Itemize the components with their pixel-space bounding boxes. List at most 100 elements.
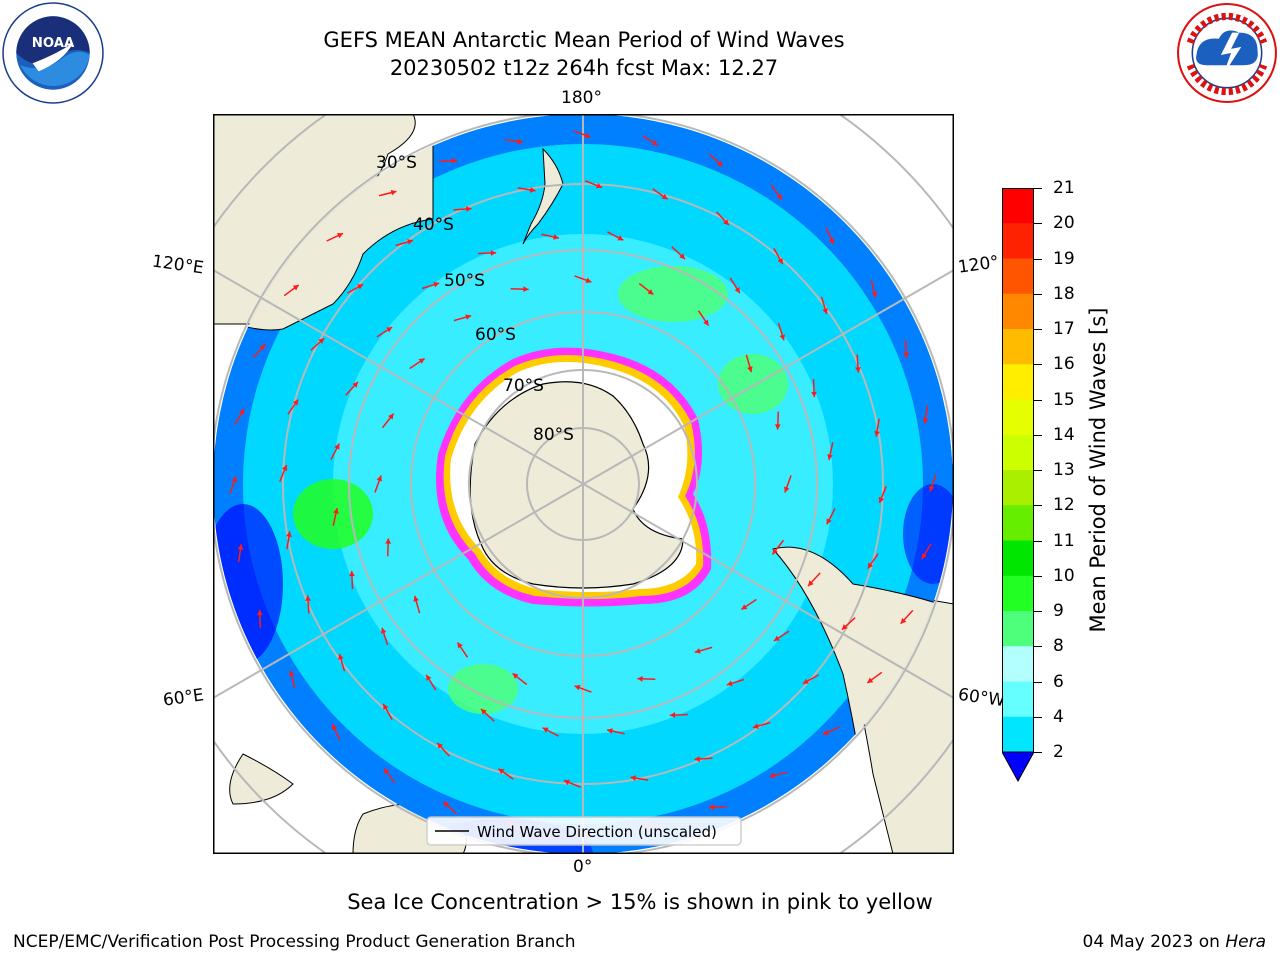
colorbar-band [1002, 681, 1034, 718]
wave-arrow-head [779, 334, 786, 341]
colorbar-band [1002, 646, 1034, 682]
wave-arrow-head [383, 703, 389, 710]
colorbar-tick-label: 17 [1053, 319, 1075, 339]
wave-arrow-head [867, 562, 874, 569]
wave-arrow-head [900, 617, 907, 624]
nws-logo [1177, 3, 1277, 103]
wave-arrow-head [703, 319, 709, 326]
wave-arrow-head [333, 508, 339, 514]
colorbar-tick-label: 4 [1053, 706, 1064, 727]
wave-arrow-head [773, 635, 780, 641]
lat-label-40s: 40°S [413, 215, 454, 235]
colorbar-tick [1034, 188, 1042, 189]
lat-label-80s: 80°S [533, 425, 574, 445]
wave-arrow-head [292, 399, 299, 406]
colorbar-tick-label: 19 [1053, 248, 1075, 269]
wave-arrow-head [376, 475, 382, 482]
wave-arrow-head [585, 277, 592, 283]
wave-arrow-head [490, 250, 497, 256]
lat-label-50s: 50°S [444, 271, 485, 291]
colorbar-tick-label: 6 [1053, 671, 1064, 692]
wave-arrow-head [418, 358, 425, 364]
colorbar-border [1002, 188, 1034, 753]
colorbar-tick-label: 8 [1053, 636, 1064, 657]
colorbar-tick [1034, 681, 1042, 683]
wave-arrow-head [661, 193, 668, 200]
colorbar-tick-label: 10 [1053, 565, 1075, 586]
wave-arrow-head [437, 742, 443, 749]
colorbar-band [1002, 540, 1034, 577]
wave-arrow-head [288, 670, 295, 677]
wave-arrow-head [903, 352, 910, 359]
colorbar-tick [1034, 434, 1042, 436]
colorbar-tick-label: 12 [1053, 495, 1075, 516]
colorbar-tick [1034, 752, 1042, 753]
colorbar-tick-label: 18 [1053, 283, 1075, 304]
wave-arrow-head [777, 258, 783, 265]
wave-arrow-head [679, 253, 686, 260]
wave-arrow-head [669, 712, 676, 718]
lon-label-120e: 120°E [150, 251, 205, 279]
colorbar-tick-label: 20 [1053, 213, 1075, 234]
colorbar-tick-label: 11 [1053, 530, 1075, 551]
wave-arrow-head [708, 804, 715, 811]
lon-label-120w: 120° [956, 252, 1001, 278]
colorbar-tick [1034, 611, 1042, 612]
wave-arrow-head [855, 367, 861, 373]
wave-arrow-head [827, 454, 833, 460]
colorbar-tick-label: 13 [1053, 460, 1075, 480]
wave-arrow-head [292, 285, 299, 291]
lat-label-60s: 60°S [475, 325, 516, 345]
wave-arrow-head [596, 182, 603, 189]
colorbar-tick-label: 9 [1053, 601, 1064, 621]
wave-arrow-head [574, 685, 581, 691]
colorbar-band [1002, 434, 1034, 471]
wave-arrow-head [385, 538, 392, 544]
colorbar-band [1002, 470, 1034, 506]
wave-arrow-head [553, 234, 559, 240]
chart-subtitle: 20230502 t12z 264h fcst Max: 12.27 [389, 56, 779, 80]
wave-arrow-head [239, 408, 245, 415]
colorbar-band [1002, 399, 1034, 436]
wave-arrow-head [694, 756, 700, 762]
wave-arrow-head [734, 287, 740, 294]
wave-arrow-head [331, 724, 338, 730]
wave-arrow-head [694, 648, 701, 654]
lon-label-60e: 60°E [161, 685, 206, 711]
wave-arrow-head [433, 281, 440, 288]
wave-arrow-head [741, 604, 748, 610]
wave-arrow-head [466, 206, 472, 212]
wave-arrow-head [822, 308, 828, 315]
colorbar-tick-label: 14 [1053, 424, 1075, 445]
colorbar-tick [1034, 505, 1042, 507]
colorbar-band [1002, 223, 1034, 259]
wave-patch [293, 479, 373, 549]
colorbar-tick [1034, 646, 1042, 648]
wave-arrow-head [752, 723, 759, 729]
lon-label-0: 0° [573, 857, 593, 877]
wave-arrow-head [563, 779, 570, 786]
sea-ice-note: Sea Ice Concentration > 15% is shown in … [347, 890, 933, 914]
wave-arrow-head [357, 284, 364, 290]
wave-arrow-head [318, 338, 325, 344]
lon-label-60w: 60°W [956, 684, 1007, 712]
wave-arrow-head [413, 595, 419, 602]
colorbar-tick [1034, 399, 1042, 401]
wave-arrow-head [352, 381, 359, 388]
colorbar-band [1002, 575, 1034, 612]
wave-arrow-head [769, 772, 776, 779]
colorbar-band [1002, 329, 1034, 365]
graticule [213, 114, 954, 854]
chart-title: GEFS MEAN Antarctic Mean Period of Wind … [323, 28, 845, 52]
lat-label-30s: 30°S [376, 153, 417, 173]
wave-arrow-head [231, 476, 237, 483]
wave-arrow-head [443, 801, 450, 808]
map-legend: Wind Wave Direction (unscaled) [426, 816, 742, 846]
colorbar-tick-label: 15 [1053, 389, 1075, 410]
wave-arrow-head [716, 160, 723, 167]
wave-arrow-head [529, 187, 536, 193]
wave-arrow-head [498, 768, 505, 775]
wave-arrow-head [523, 286, 529, 293]
colorbar-tick [1034, 258, 1042, 260]
footer-date: 04 May 2023 on Hera [1083, 932, 1267, 952]
